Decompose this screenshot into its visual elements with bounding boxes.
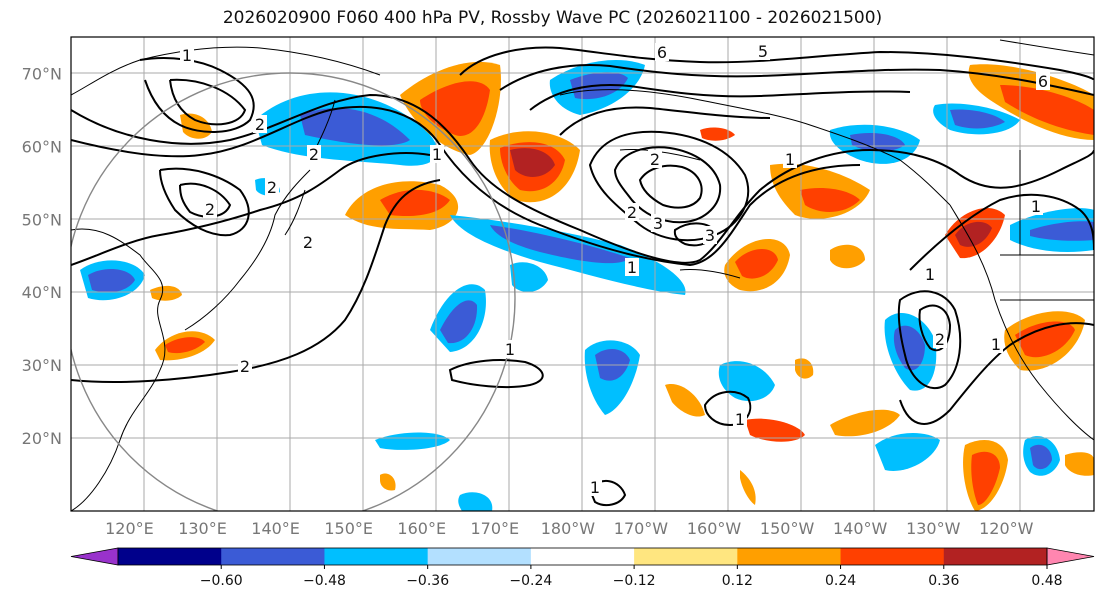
colorbar-segment: [221, 548, 325, 565]
lon-label: 130°W: [906, 519, 961, 538]
lon-label: 120°W: [979, 519, 1034, 538]
colorbar-tick-label: 0.48: [1031, 573, 1062, 589]
lat-label: 30°N: [22, 356, 62, 375]
colorbar-segment: [324, 548, 429, 565]
lon-label: 120°E: [105, 519, 154, 538]
lon-label: 180°W: [541, 519, 596, 538]
contour-label-bg: [655, 43, 669, 61]
contour-label: 2: [267, 178, 277, 197]
colorbar-segment: [634, 548, 738, 565]
graticule: [71, 37, 1094, 511]
contour-label: 2: [240, 357, 250, 376]
lat-label: 50°N: [22, 210, 62, 229]
contour-label-bg: [783, 150, 797, 168]
contour-label-bg: [1036, 72, 1050, 90]
colorbar-segment: [943, 548, 1048, 565]
contour-label-bg: [933, 330, 947, 348]
contour-label-bg: [625, 258, 639, 276]
contour-label-bg: [430, 145, 444, 163]
contour-label-bg: [625, 203, 639, 221]
colorbar-tick-label: 0.24: [825, 573, 856, 589]
contour-label: 1: [590, 478, 600, 497]
lat-label: 60°N: [22, 137, 62, 156]
contour-label: 1: [1031, 197, 1041, 216]
contour-label-bg: [651, 214, 665, 232]
colorbar-extend-min: [70, 547, 119, 566]
latitude-labels: 70°N 60°N 50°N 40°N 30°N 20°N: [22, 64, 62, 448]
colorbar-segment: [118, 548, 222, 565]
longitude-labels: 120°E 130°E 140°E 150°E 160°E 170°E 180°W 170°W…: [105, 519, 1034, 538]
lon-label: 170°E: [470, 519, 519, 538]
contour-label: 2: [303, 233, 313, 252]
lon-label: 170°W: [614, 519, 669, 538]
lon-label: 160°E: [397, 519, 446, 538]
contour-label-bg: [238, 357, 252, 375]
lon-label: 150°E: [324, 519, 373, 538]
contour-label-bg: [648, 150, 662, 168]
focus-circle: [71, 72, 516, 511]
contour-label: 5: [758, 42, 768, 61]
contour-label-bg: [733, 410, 747, 428]
colorbar-extend-max: [1046, 547, 1095, 566]
colorbar-tick-label: −0.48: [303, 573, 346, 589]
contour-label: 1: [735, 410, 745, 429]
contour-label-bg: [307, 145, 321, 163]
contour-label-bg: [203, 200, 217, 218]
contour-label-bg: [756, 42, 770, 60]
contour-label: 1: [505, 340, 515, 359]
colorbar-tick-label: 0.12: [722, 573, 753, 589]
contour-label: 1: [991, 335, 1001, 354]
plot-frame: [70, 36, 1095, 512]
lat-label: 70°N: [22, 64, 62, 83]
lat-label: 20°N: [22, 429, 62, 448]
colorbar-tick-label: −0.60: [200, 573, 243, 589]
lon-label: 150°W: [760, 519, 815, 538]
map-title: 2026020900 F060 400 hPa PV, Rossby Wave …: [222, 8, 883, 28]
contour-label: 3: [705, 226, 715, 245]
lon-label: 130°E: [178, 519, 227, 538]
contour-label-bg: [588, 478, 602, 496]
contour-label: 2: [205, 200, 215, 219]
contour-label-bg: [503, 340, 517, 358]
contour-label: 1: [432, 145, 442, 164]
contour-label-bg: [253, 115, 267, 133]
contour-label: 1: [182, 46, 192, 65]
contour-label-bg: [923, 265, 937, 283]
colorbar-tick-labels: −0.60 −0.48 −0.36 −0.24 −0.12 0.12 0.24 0.36 0.4…: [200, 565, 1063, 589]
colorbar-segment: [840, 548, 945, 565]
contour-label-bg: [1029, 197, 1043, 215]
contour-label-bg: [180, 46, 194, 64]
contour-label-bg: [703, 226, 717, 244]
contour-label: 2: [627, 203, 637, 222]
colorbar-segment: [737, 548, 842, 565]
contour-label: 3: [653, 214, 663, 233]
colorbar-segment: [427, 548, 532, 565]
colorbar-frame: [117, 547, 1048, 566]
contour-label: 2: [255, 115, 265, 134]
colorbar: [70, 547, 1095, 566]
contour-label: 2: [309, 145, 319, 164]
contour-label: 1: [627, 258, 637, 277]
colorbar-tick-label: −0.12: [613, 573, 656, 589]
contour-label: 1: [785, 150, 795, 169]
contour-label: 6: [657, 43, 667, 62]
colorbar-tick-label: −0.36: [406, 573, 449, 589]
contour-label-bg: [301, 233, 315, 251]
colorbar-tick-label: −0.24: [509, 573, 552, 589]
contour-label-bg: [989, 335, 1003, 353]
contour-label: 6: [1038, 72, 1048, 91]
contour-label: 1: [925, 265, 935, 284]
lon-label: 140°E: [251, 519, 300, 538]
colorbar-tick-label: 0.36: [928, 573, 959, 589]
lat-label: 40°N: [22, 283, 62, 302]
contour-label: 2: [935, 330, 945, 349]
contour-label: 2: [650, 150, 660, 169]
colorbar-segment: [530, 548, 635, 565]
lon-label: 140°W: [833, 519, 888, 538]
lon-label: 160°W: [687, 519, 742, 538]
contour-label-bg: [265, 178, 279, 196]
